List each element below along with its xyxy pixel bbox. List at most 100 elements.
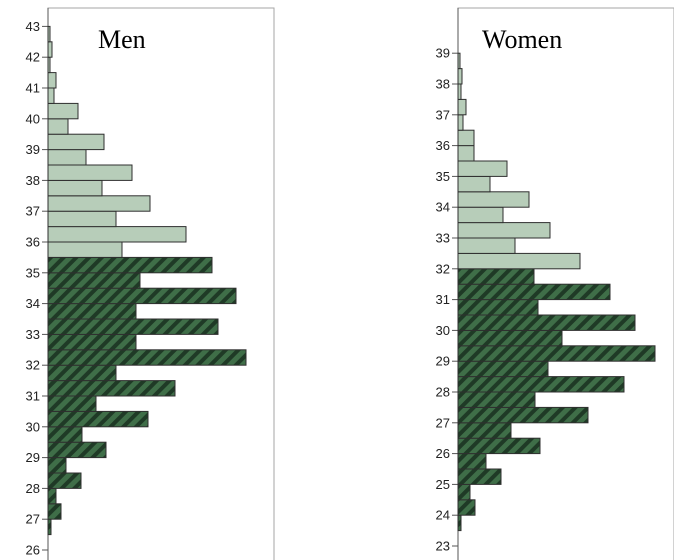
men-bar <box>47 118 69 135</box>
men-bar <box>47 179 103 197</box>
women-bar <box>457 329 563 347</box>
men-bar <box>47 349 247 366</box>
women-bar <box>457 114 464 131</box>
men-bar <box>47 472 82 489</box>
men-bar <box>47 102 79 120</box>
women-y-tick-label: 39 <box>436 46 450 61</box>
women-y-tick-label: 31 <box>436 292 450 307</box>
men-bar <box>47 487 57 505</box>
men-bar <box>47 25 51 43</box>
men-bar <box>47 164 133 181</box>
men-bar <box>47 380 176 397</box>
women-y-tick-label: 33 <box>436 231 450 246</box>
men-panel: 26 27 28 29 30 31 32 33 34 35 36 37 38 39 40 41 42 43 Men <box>26 7 275 560</box>
women-y-tick-label: 34 <box>436 200 450 215</box>
men-bar <box>47 303 137 320</box>
men-bar <box>47 41 53 58</box>
women-bar <box>457 376 625 393</box>
men-bar <box>47 426 83 443</box>
men-y-tick-label: 34 <box>26 296 40 311</box>
men-bar <box>47 518 52 536</box>
men-bar <box>47 318 219 335</box>
women-bar <box>457 453 487 470</box>
men-bar <box>47 287 237 305</box>
women-bar <box>457 468 502 485</box>
men-title: Men <box>98 25 146 54</box>
women-panel: 23 24 25 26 27 28 29 30 31 32 33 34 35 36 37 38 39 Women <box>436 7 674 560</box>
women-bar <box>457 437 541 455</box>
women-y-tick-label: 27 <box>436 415 450 430</box>
men-bar <box>47 241 123 258</box>
men-y-tick-label: 26 <box>26 543 40 558</box>
women-y-tick-label: 38 <box>436 77 450 92</box>
women-bar <box>457 160 508 177</box>
women-bar <box>457 237 516 254</box>
men-y-tick-label: 42 <box>26 50 40 65</box>
men-y-ticks: 26 27 28 29 30 31 32 33 34 35 36 37 38 39 40 41 42 43 <box>26 19 48 558</box>
women-bar <box>457 345 656 362</box>
men-bars <box>47 25 247 536</box>
men-y-tick-label: 35 <box>26 265 40 280</box>
men-y-tick-label: 32 <box>26 358 40 373</box>
women-bar <box>457 268 535 285</box>
women-bar <box>457 145 475 162</box>
men-bar <box>47 333 137 351</box>
men-y-tick-label: 36 <box>26 235 40 250</box>
men-bar <box>47 272 141 289</box>
women-y-tick-label: 29 <box>436 354 450 369</box>
women-bar <box>457 360 549 378</box>
women-y-ticks: 23 24 25 26 27 28 29 30 31 32 33 34 35 36 37 38 39 <box>436 46 458 554</box>
women-bar <box>457 129 475 147</box>
men-y-tick-label: 41 <box>26 81 40 96</box>
men-y-tick-label: 30 <box>26 419 40 434</box>
women-bar <box>457 514 462 532</box>
women-y-tick-label: 25 <box>436 477 450 492</box>
women-bar <box>457 68 463 85</box>
men-bar <box>47 133 105 151</box>
men-bar <box>47 256 213 274</box>
men-bar <box>47 395 97 412</box>
women-y-tick-label: 32 <box>436 261 450 276</box>
women-y-tick-label: 30 <box>436 323 450 338</box>
men-y-tick-label: 29 <box>26 450 40 465</box>
women-y-tick-label: 24 <box>436 508 450 523</box>
women-bar <box>457 499 476 516</box>
women-y-tick-label: 23 <box>436 539 450 554</box>
men-bar <box>47 149 87 166</box>
men-bar <box>47 56 51 74</box>
women-title: Women <box>482 25 562 54</box>
men-bar <box>47 410 149 428</box>
men-y-tick-label: 38 <box>26 173 40 188</box>
men-bar <box>47 210 117 228</box>
women-y-tick-label: 28 <box>436 385 450 400</box>
women-bar <box>457 252 581 270</box>
women-y-tick-label: 35 <box>436 169 450 184</box>
women-bar <box>457 83 462 100</box>
men-bar <box>47 87 55 104</box>
women-y-tick-label: 36 <box>436 138 450 153</box>
women-bar <box>457 98 467 116</box>
men-bar <box>47 226 187 243</box>
women-bar <box>457 191 530 208</box>
men-y-tick-label: 31 <box>26 389 40 404</box>
men-bar <box>47 503 62 520</box>
men-y-tick-label: 27 <box>26 512 40 527</box>
men-y-tick-label: 43 <box>26 19 40 34</box>
women-bar <box>457 222 551 239</box>
men-y-tick-label: 40 <box>26 111 40 126</box>
women-bar <box>457 206 504 224</box>
women-bar <box>457 422 512 439</box>
men-bar <box>47 457 67 474</box>
women-bars <box>457 52 656 532</box>
women-bar <box>457 175 491 193</box>
women-bar <box>457 406 589 424</box>
women-bar <box>457 314 636 331</box>
men-y-tick-label: 37 <box>26 204 40 219</box>
women-bar <box>457 483 471 501</box>
men-y-tick-label: 28 <box>26 481 40 496</box>
men-bar <box>47 195 151 212</box>
men-y-tick-label: 39 <box>26 142 40 157</box>
women-y-tick-label: 37 <box>436 107 450 122</box>
men-bar <box>47 364 117 382</box>
